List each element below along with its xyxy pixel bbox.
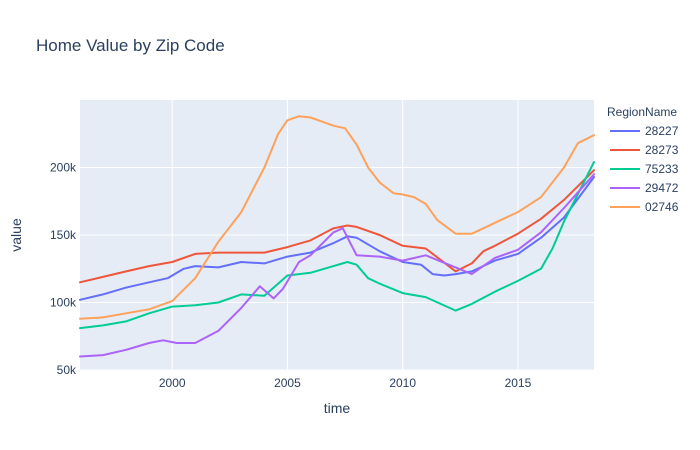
legend: RegionName 28227 28273 75233 29472 02746 [607, 105, 679, 214]
x-tick-label: 2010 [389, 376, 416, 390]
y-gridlines [80, 167, 594, 371]
x-tick-label: 2005 [274, 376, 301, 390]
legend-label: 29472 [645, 181, 679, 195]
series-line-29472 [79, 173, 595, 358]
series-line-28273 [79, 169, 595, 284]
x-axis-title: time [324, 400, 351, 416]
legend-item-28227[interactable]: 28227 [610, 124, 679, 138]
legend-label: 28273 [645, 143, 679, 157]
legend-label: 75233 [645, 162, 679, 176]
x-tick-label: 2015 [505, 376, 532, 390]
legend-item-02746[interactable]: 02746 [610, 200, 679, 214]
y-axis-title: value [8, 218, 24, 252]
series-line-02746 [79, 115, 595, 320]
y-tick-labels: 50k 100k 150k 200k [50, 161, 77, 378]
y-tick-label: 100k [50, 296, 77, 310]
y-tick-label: 50k [57, 363, 77, 377]
chart-title: Home Value by Zip Code [36, 36, 225, 55]
legend-title: RegionName [607, 105, 677, 119]
x-tick-labels: 2000 2005 2010 2015 [159, 376, 532, 390]
x-tick-label: 2000 [159, 376, 186, 390]
legend-label: 28227 [645, 124, 679, 138]
legend-item-75233[interactable]: 75233 [610, 162, 679, 176]
legend-item-28273[interactable]: 28273 [610, 143, 679, 157]
legend-label: 02746 [645, 200, 679, 214]
y-tick-label: 150k [50, 228, 77, 242]
y-tick-label: 200k [50, 161, 77, 175]
legend-items: 28227 28273 75233 29472 02746 [610, 124, 679, 214]
series-layer [79, 115, 595, 358]
series-line-75233 [79, 161, 595, 330]
legend-item-29472[interactable]: 29472 [610, 181, 679, 195]
